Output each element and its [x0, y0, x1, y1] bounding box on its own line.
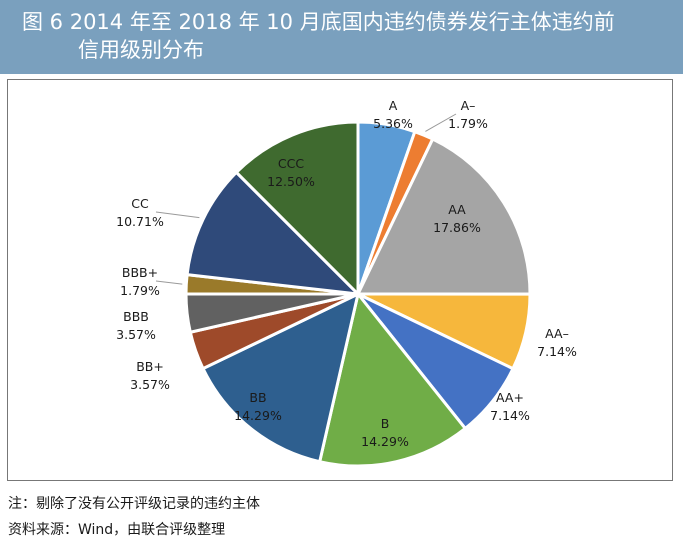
slice-label: BBB [123, 309, 149, 324]
slice-label: A– [461, 98, 476, 113]
slice-label: CC [131, 196, 149, 211]
slice-label: BBB+ [122, 265, 158, 280]
slice-percent-label: 3.57% [116, 327, 156, 342]
slice-label: AA [448, 202, 466, 217]
pie-slice-ccc [234, 120, 360, 298]
leader-line [155, 280, 183, 285]
slice-percent-label: 10.71% [116, 214, 164, 229]
footnote: 注：剔除了没有公开评级记录的违约主体 [8, 496, 260, 512]
figure-title-line2: 信用级别分布 [78, 38, 204, 62]
slice-percent-label: 7.14% [537, 344, 577, 359]
leader-line [155, 211, 200, 219]
slice-percent-label: 14.29% [361, 434, 409, 449]
title-bar: 图 6 2014 年至 2018 年 10 月底国内违约债券发行主体违约前 信用… [0, 0, 683, 74]
leader-line [425, 113, 457, 132]
figure-title: 图 6 2014 年至 2018 年 10 月底国内违约债券发行主体违约前 信用… [22, 8, 662, 64]
pie-slices [184, 120, 532, 468]
slice-label: CCC [278, 156, 304, 171]
source-note: 资料来源：Wind，由联合评级整理 [8, 522, 226, 538]
slice-percent-label: 14.29% [234, 408, 282, 423]
slice-labels: A 5.36% A– 1.79% AA 17.86% AA– 7.14% AA+ 7.14% B 14… [116, 98, 577, 449]
pie-slice-cc [185, 170, 363, 296]
pie-slice-bb [200, 291, 361, 464]
slice-percent-label: 17.86% [433, 220, 481, 235]
leader-lines [155, 113, 457, 285]
slice-percent-label: 3.57% [130, 377, 170, 392]
slice-label: AA+ [496, 390, 524, 405]
slice-percent-label: 7.14% [490, 408, 530, 423]
pie-slice-b [317, 290, 468, 468]
pie-slice-aa [355, 137, 532, 296]
figure-title-line1: 图 6 2014 年至 2018 年 10 月底国内违约债券发行主体违约前 [22, 10, 615, 34]
slice-percent-label: 12.50% [267, 174, 315, 189]
slice-label: A [389, 98, 398, 113]
slice-label: BB+ [136, 359, 164, 374]
slice-label: B [381, 416, 390, 431]
slice-label: BB [249, 390, 266, 405]
slice-percent-label: 1.79% [448, 116, 488, 131]
slice-percent-label: 1.79% [120, 283, 160, 298]
chart-frame [7, 79, 673, 481]
slice-label: AA– [545, 326, 569, 341]
slice-percent-label: 5.36% [373, 116, 413, 131]
